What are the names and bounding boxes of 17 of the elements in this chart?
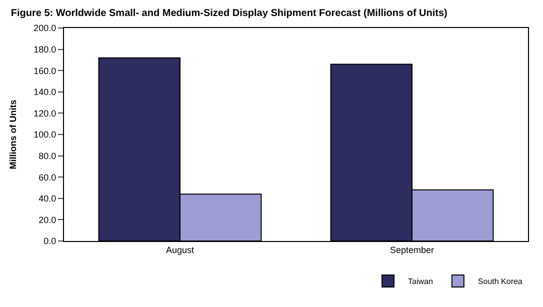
- y-axis-title: Millions of Units: [8, 100, 18, 170]
- y-tick-label: 80.0: [38, 150, 56, 161]
- y-tick-label: 60.0: [38, 172, 56, 182]
- y-tick-label: 40.0: [38, 194, 56, 204]
- legend-label: South Korea: [478, 277, 523, 286]
- y-tick-label: 180.0: [34, 44, 56, 54]
- y-tick-label: 0.0: [44, 236, 56, 246]
- y-tick-label: 160.0: [34, 66, 56, 76]
- y-tick-label: 200.0: [34, 23, 56, 34]
- chart-title: Figure 5: Worldwide Small- and Medium-Sized Display Shipment Forecast (Millions of Units): [10, 8, 448, 20]
- y-tick-label: 20.0: [38, 214, 56, 225]
- y-tick-label: 100.0: [34, 130, 56, 140]
- legend-label: Taiwan: [408, 277, 433, 286]
- x-tick-label: August: [166, 244, 195, 255]
- y-tick-label: 120.0: [34, 108, 56, 118]
- x-tick-label: September: [390, 244, 434, 255]
- y-tick-label: 140.0: [34, 87, 56, 98]
